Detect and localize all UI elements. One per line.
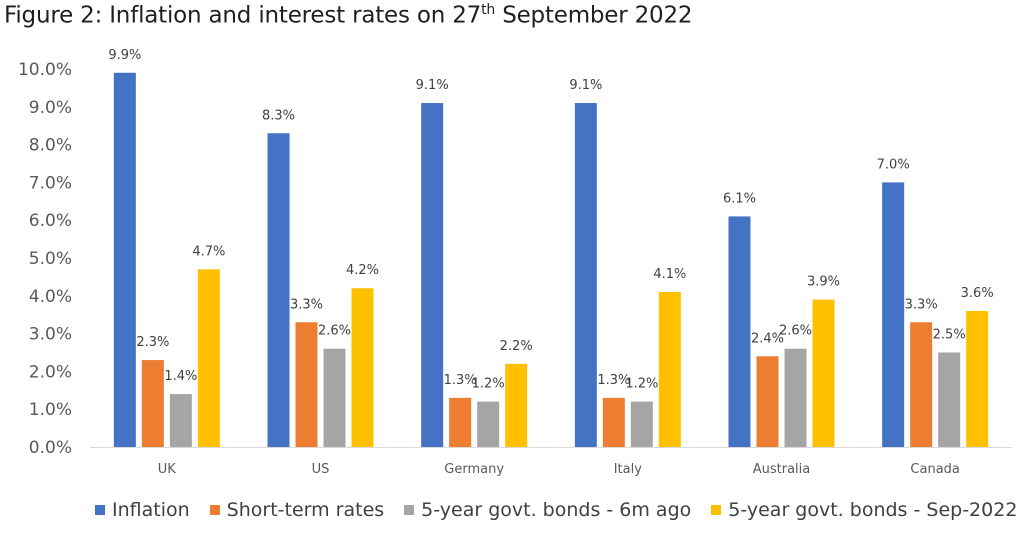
legend-item: 5-year govt. bonds - 6m ago (404, 499, 691, 521)
data-label: 8.3% (262, 108, 295, 123)
y-tick-label: 5.0% (29, 249, 72, 269)
bar (113, 72, 136, 447)
bar (910, 322, 933, 447)
y-tick-label: 0.0% (29, 438, 72, 458)
data-label: 3.9% (807, 275, 840, 290)
data-label: 1.2% (625, 377, 658, 392)
x-tick-label: Australia (753, 462, 811, 477)
bar (812, 299, 835, 447)
bar (449, 397, 472, 447)
bar (197, 269, 220, 447)
data-label: 4.2% (346, 263, 379, 278)
bar (728, 216, 751, 447)
data-label: 7.0% (877, 157, 910, 172)
data-label: 2.6% (318, 324, 351, 339)
y-tick-label: 4.0% (29, 287, 72, 307)
data-label: 3.6% (961, 286, 994, 301)
bar (505, 363, 528, 447)
data-label: 9.9% (108, 48, 141, 63)
bar (267, 133, 290, 447)
x-tick-label: Italy (614, 462, 643, 477)
bar (784, 348, 807, 447)
data-label: 2.5% (933, 328, 966, 343)
data-label: 2.6% (779, 324, 812, 339)
y-tick-label: 3.0% (29, 325, 72, 345)
y-tick-label: 8.0% (29, 136, 72, 156)
data-label: 2.4% (751, 331, 784, 346)
bar (141, 360, 164, 447)
data-label: 1.4% (164, 369, 197, 384)
data-label: 3.3% (905, 297, 938, 312)
bar (658, 292, 681, 447)
chart-title-end: September 2022 (495, 2, 693, 29)
y-tick-label: 1.0% (29, 400, 72, 420)
chart-legend: Inflation Short-term rates 5-year govt. bo… (95, 499, 1024, 521)
chart-title: Figure 2: Inflation and interest rates o… (4, 2, 693, 29)
legend-swatch (209, 505, 220, 515)
y-tick-label: 6.0% (29, 211, 72, 231)
chart-title-main: Figure 2: Inflation and interest rates o… (4, 2, 482, 29)
y-tick-label: 2.0% (29, 362, 72, 382)
legend-label: 5-year govt. bonds - Sep-2022 (728, 499, 1018, 521)
bar (882, 182, 905, 447)
bar (966, 310, 989, 447)
bar (351, 288, 374, 447)
data-label: 2.2% (500, 339, 533, 354)
bar (574, 103, 597, 448)
bar (421, 103, 444, 448)
legend-swatch (95, 505, 105, 515)
data-label: 9.1% (569, 78, 602, 93)
legend-label: 5-year govt. bonds - 6m ago (421, 499, 692, 521)
data-label: 4.1% (653, 267, 686, 282)
y-tick-label: 9.0% (29, 98, 72, 118)
legend-item: Short-term rates (209, 499, 385, 521)
data-label: 2.3% (136, 335, 169, 350)
bar (602, 397, 625, 447)
legend-label: Inflation (112, 499, 190, 521)
data-label: 1.2% (472, 377, 505, 392)
data-label: 1.3% (597, 373, 630, 388)
bar (169, 394, 192, 447)
data-label: 6.1% (723, 191, 756, 206)
data-label: 4.7% (192, 244, 225, 259)
x-tick-label: US (312, 462, 330, 477)
data-label: 1.3% (444, 373, 477, 388)
x-tick-label: Canada (910, 462, 959, 477)
bar (295, 322, 318, 447)
bar (323, 348, 346, 447)
bar (938, 352, 961, 447)
y-tick-label: 7.0% (29, 173, 72, 193)
legend-swatch (711, 505, 722, 515)
x-tick-label: UK (158, 462, 177, 477)
x-tick-label: Germany (444, 462, 504, 477)
data-label: 9.1% (416, 78, 449, 93)
legend-swatch (404, 505, 415, 515)
y-tick-label: 10.0% (18, 60, 72, 80)
chart-title-sup: th (481, 2, 496, 18)
bar (756, 356, 779, 447)
data-label: 3.3% (290, 297, 323, 312)
legend-item: Inflation (95, 499, 190, 521)
bar (630, 401, 653, 447)
legend-label: Short-term rates (226, 499, 385, 521)
legend-item: 5-year govt. bonds - Sep-2022 (711, 499, 1017, 521)
bar (477, 401, 500, 447)
